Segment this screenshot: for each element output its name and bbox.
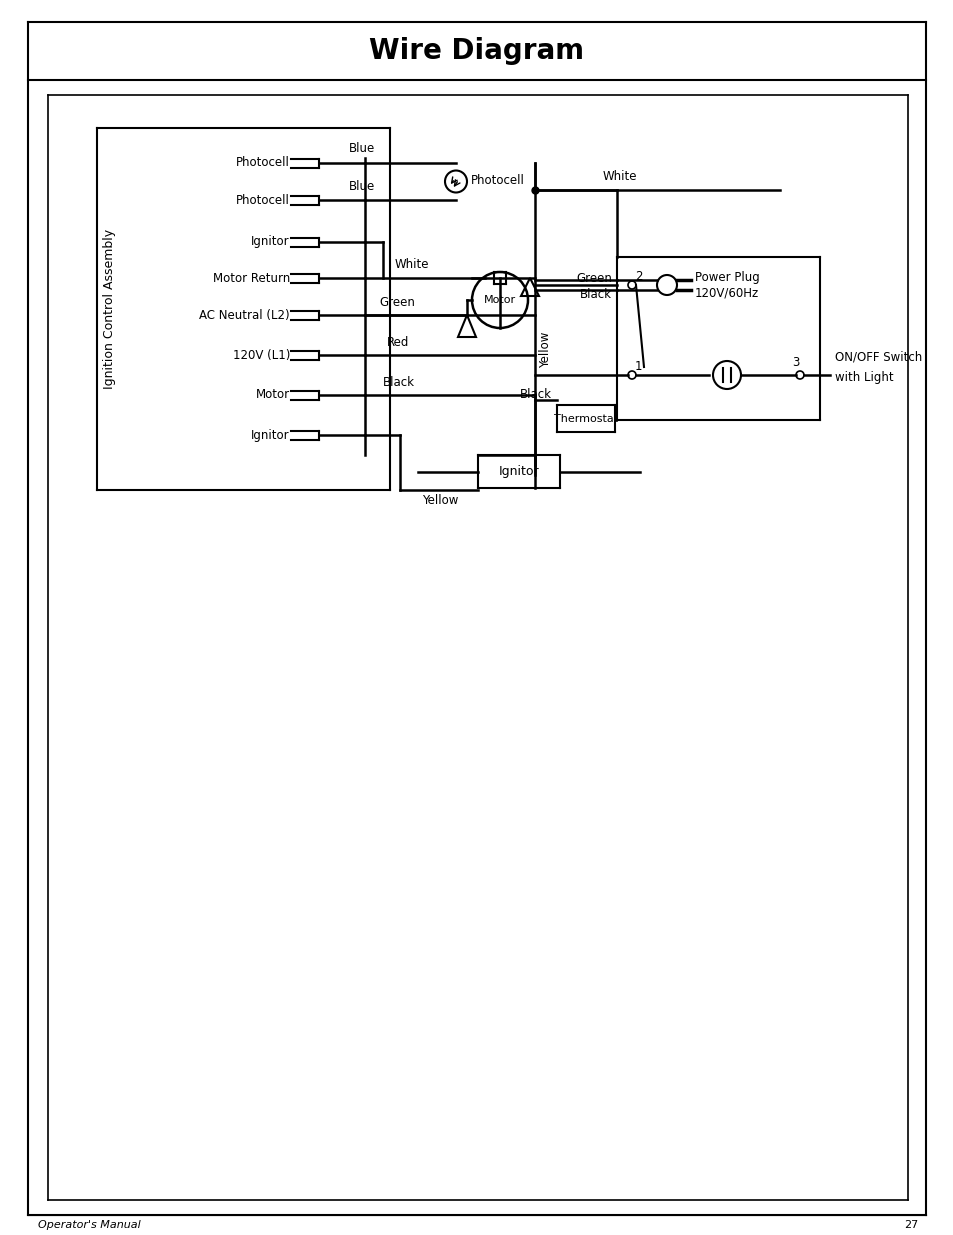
Text: 27: 27 xyxy=(902,1220,917,1230)
Text: Motor: Motor xyxy=(255,389,290,401)
Text: Red: Red xyxy=(387,336,409,348)
Text: Photocell: Photocell xyxy=(236,157,290,169)
Text: 120V (L1): 120V (L1) xyxy=(233,348,290,362)
Text: AC Neutral (L2): AC Neutral (L2) xyxy=(199,309,290,321)
Text: 3: 3 xyxy=(792,356,799,368)
Text: Black: Black xyxy=(579,289,612,301)
Text: Operator's Manual: Operator's Manual xyxy=(38,1220,141,1230)
Text: Black: Black xyxy=(519,389,552,401)
Text: Yellow: Yellow xyxy=(538,332,552,368)
Text: Ignitor: Ignitor xyxy=(251,429,290,441)
Text: Photocell: Photocell xyxy=(471,174,524,186)
Text: with Light: with Light xyxy=(834,370,893,384)
Text: Photocell: Photocell xyxy=(236,194,290,206)
Text: Yellow: Yellow xyxy=(421,494,457,506)
Text: White: White xyxy=(602,169,637,183)
Text: 1: 1 xyxy=(635,361,641,373)
Text: 120V/60Hz: 120V/60Hz xyxy=(695,287,759,300)
Text: Ignitor: Ignitor xyxy=(251,236,290,248)
Text: Green: Green xyxy=(378,295,415,309)
Text: Black: Black xyxy=(382,375,415,389)
Text: Power Plug: Power Plug xyxy=(695,270,759,284)
Text: Thermostat: Thermostat xyxy=(554,414,618,424)
Text: Green: Green xyxy=(576,273,612,285)
Text: Blue: Blue xyxy=(349,179,375,193)
Text: White: White xyxy=(395,258,429,272)
Text: 2: 2 xyxy=(635,270,641,284)
Text: ON/OFF Switch: ON/OFF Switch xyxy=(834,351,922,363)
Text: Blue: Blue xyxy=(349,142,375,156)
Text: Motor Return: Motor Return xyxy=(213,272,290,284)
Text: Motor: Motor xyxy=(483,295,516,305)
Text: Ignition Control Assembly: Ignition Control Assembly xyxy=(102,228,115,389)
Text: Wire Diagram: Wire Diagram xyxy=(369,37,584,65)
Text: Ignitor: Ignitor xyxy=(498,466,538,478)
